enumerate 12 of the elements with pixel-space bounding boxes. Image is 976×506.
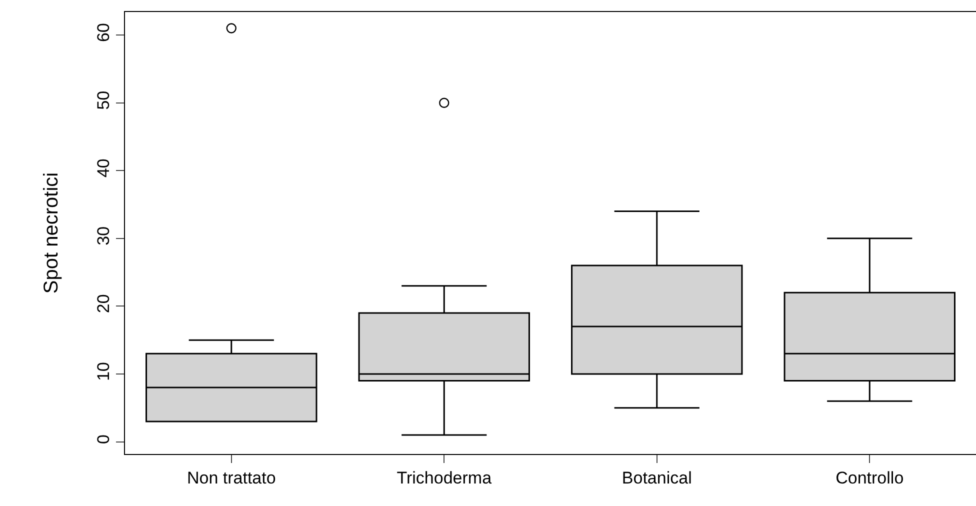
y-tick-label: 50 — [94, 90, 114, 110]
y-tick-label: 60 — [94, 23, 114, 42]
y-tick-label: 0 — [94, 434, 114, 444]
x-tick-label: Trichoderma — [396, 468, 492, 488]
x-tick-label: Botanical — [622, 468, 692, 488]
y-tick-label: 30 — [94, 226, 114, 246]
y-tick-label: 40 — [94, 158, 114, 178]
y-tick-label: 10 — [94, 362, 114, 381]
y-tick-label: 20 — [94, 294, 114, 314]
x-tick-label: Controllo — [836, 468, 904, 488]
x-tick-label: Non trattato — [186, 468, 276, 488]
y-axis-title: Spot necrotici — [40, 172, 63, 294]
